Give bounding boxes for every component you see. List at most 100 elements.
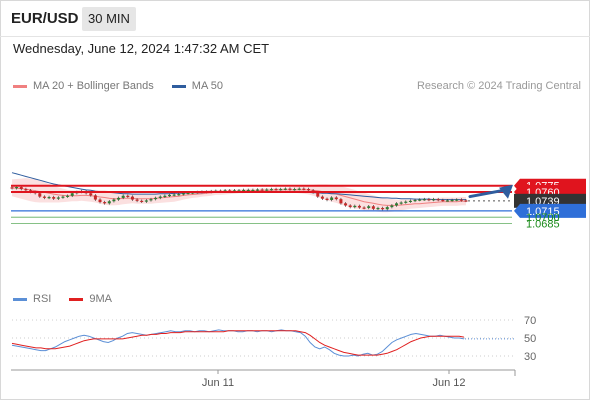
candle-body (130, 196, 134, 200)
bollinger-band (12, 178, 466, 213)
candle-body (459, 199, 463, 201)
candle-body (15, 186, 19, 189)
candle-body (436, 199, 440, 201)
candle-body (455, 199, 459, 201)
candles (10, 185, 468, 211)
target-level-label: 1.0700 (526, 212, 560, 224)
rsi-swatch (13, 297, 27, 301)
candle-body (427, 199, 431, 201)
rsi-tick-label: 70 (524, 315, 536, 327)
candle-body (334, 197, 338, 200)
candle-body (357, 205, 361, 208)
x-axis-tick-label: Jun 12 (432, 377, 465, 389)
candle-body (140, 200, 144, 203)
candle-body (121, 195, 125, 198)
candle-body (126, 195, 130, 197)
candle-body (320, 196, 324, 199)
candle-body (223, 190, 227, 192)
candle-body (163, 195, 167, 197)
candle-body (232, 190, 236, 192)
candle-body (112, 199, 116, 202)
candle-body (47, 197, 51, 199)
candle-body (269, 189, 273, 191)
candle-body (279, 189, 283, 191)
timestamp: Wednesday, June 12, 2024 1:47:32 AM CET (13, 41, 270, 56)
candle-body (293, 189, 297, 191)
rsi-ma-swatch (69, 297, 84, 301)
candle-body (256, 189, 260, 191)
forecast-arrow-head (499, 184, 513, 199)
candle-body (38, 193, 42, 197)
candle-body (441, 199, 445, 202)
candle-body (445, 200, 449, 202)
candle-body (158, 196, 162, 198)
candle-body (56, 197, 60, 199)
candle-body (93, 195, 97, 200)
candle-body (70, 193, 74, 196)
target-level-label: 1.0685 (526, 219, 560, 231)
candle-body (144, 200, 148, 202)
candle-body (154, 197, 158, 200)
timeframe-button[interactable]: 30 MIN (82, 7, 136, 31)
candle-body (186, 192, 190, 195)
candle-body (330, 197, 334, 200)
candle-body (237, 190, 241, 192)
candle-body (42, 196, 46, 198)
candle-body (149, 199, 153, 201)
rsi-ma-legend-label: 9MA (89, 293, 112, 305)
candle-body (390, 205, 394, 208)
candle-body (344, 203, 348, 206)
candle-body (246, 189, 250, 192)
candle-body (371, 206, 375, 209)
candle-body (422, 199, 426, 201)
candle-body (242, 189, 246, 192)
candle-body (325, 198, 329, 200)
rsi-tick-label: 30 (524, 351, 536, 363)
candle-body (19, 186, 23, 190)
candle-body (464, 200, 468, 202)
candle-body (107, 201, 111, 204)
forecast-arrow-shaft (468, 188, 509, 199)
candle-body (413, 199, 417, 202)
symbol-label: EUR/USD (11, 10, 79, 27)
candle-body (228, 190, 232, 192)
candle-body (66, 195, 70, 197)
candle-body (339, 199, 343, 204)
support-level-label: 1.0715 (526, 206, 560, 218)
candle-body (367, 206, 371, 208)
candle-body (376, 207, 380, 210)
ma50-swatch (171, 84, 186, 88)
ma20-swatch (13, 84, 27, 88)
candle-body (251, 189, 255, 192)
ma20-legend-label: MA 20 + Bollinger Bands (33, 80, 154, 92)
main-legend: MA 20 + Bollinger Bands MA 50 (13, 80, 223, 92)
candle-body (316, 192, 320, 197)
candle-body (404, 201, 408, 203)
candle-body (117, 197, 121, 200)
candle-body (297, 188, 301, 190)
candle-body (24, 189, 28, 191)
candle-body (408, 200, 412, 203)
candle-body (399, 202, 403, 204)
candle-body (274, 189, 278, 191)
ma50-legend-label: MA 50 (191, 80, 223, 92)
candle-body (98, 199, 102, 203)
x-axis-tick-label: Jun 11 (202, 377, 234, 389)
rsi-line (11, 329, 465, 357)
candle-body (61, 196, 65, 198)
candle-body (260, 189, 264, 191)
candle-body (306, 189, 310, 191)
candle-body (418, 199, 422, 201)
candle-body (302, 188, 306, 190)
candle-body (450, 199, 454, 202)
candle-body (191, 192, 195, 194)
candle-body (52, 197, 56, 199)
header-divider (0, 36, 590, 37)
rsi-legend: RSI 9MA (13, 293, 112, 305)
candle-body (265, 189, 269, 191)
rsi-ma-line (11, 330, 465, 356)
candle-body (177, 194, 181, 196)
candle-body (181, 193, 185, 195)
candle-body (432, 199, 436, 201)
